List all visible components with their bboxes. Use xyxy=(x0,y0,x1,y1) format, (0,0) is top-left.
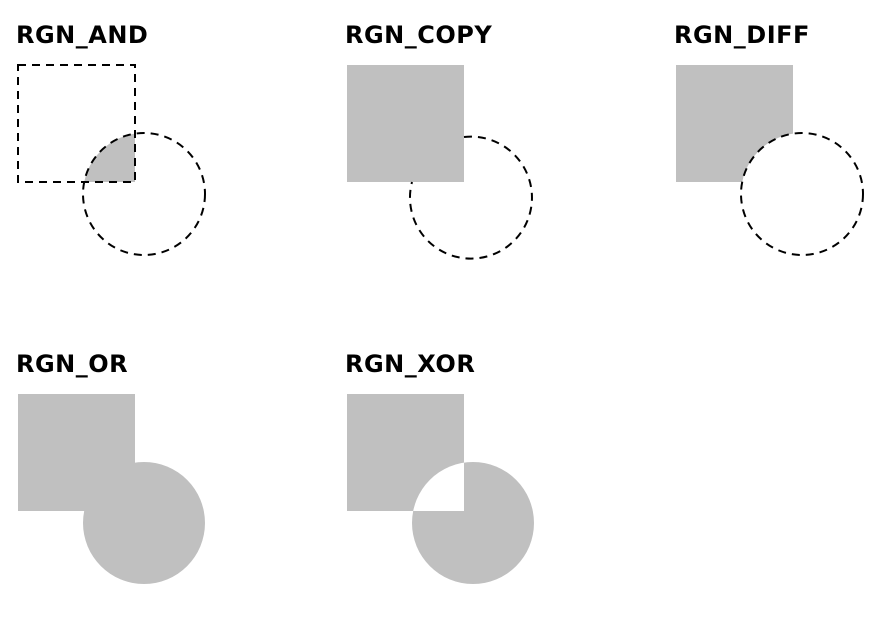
rgn-xor-diagram xyxy=(347,394,534,584)
rgn-xor-overlap-cutout xyxy=(413,462,464,511)
rgn-or-diagram xyxy=(18,394,205,584)
rgn-copy-circle-outline xyxy=(409,135,533,260)
panel-rgn-and: RGN_AND xyxy=(16,20,256,310)
rgn-copy-square-fill xyxy=(347,65,464,182)
panel-rgn-xor: RGN_XOR xyxy=(345,349,585,639)
rgn-and-square-outline xyxy=(17,64,136,183)
panel-rgn-copy: RGN_COPY xyxy=(345,20,585,310)
panel-rgn-or: RGN_OR xyxy=(16,349,256,639)
rgn-diff-square-fill xyxy=(676,65,793,182)
rgn-or-circle-fill xyxy=(83,462,205,584)
rgn-diff-circle-outline xyxy=(740,132,864,256)
panel-rgn-diff: RGN_DIFF xyxy=(674,20,889,310)
panel-label-rgn-xor: RGN_XOR xyxy=(345,350,476,378)
rgn-diff-diagram xyxy=(676,65,864,256)
panel-label-rgn-diff: RGN_DIFF xyxy=(674,21,810,49)
rgn-copy-diagram xyxy=(347,65,533,260)
panel-label-rgn-copy: RGN_COPY xyxy=(345,21,493,49)
rgn-and-intersection-fill xyxy=(84,133,135,182)
panel-label-rgn-and: RGN_AND xyxy=(16,21,149,49)
panel-label-rgn-or: RGN_OR xyxy=(16,350,129,378)
rgn-and-diagram xyxy=(17,64,206,256)
rgn-and-circle-outline xyxy=(82,132,206,256)
